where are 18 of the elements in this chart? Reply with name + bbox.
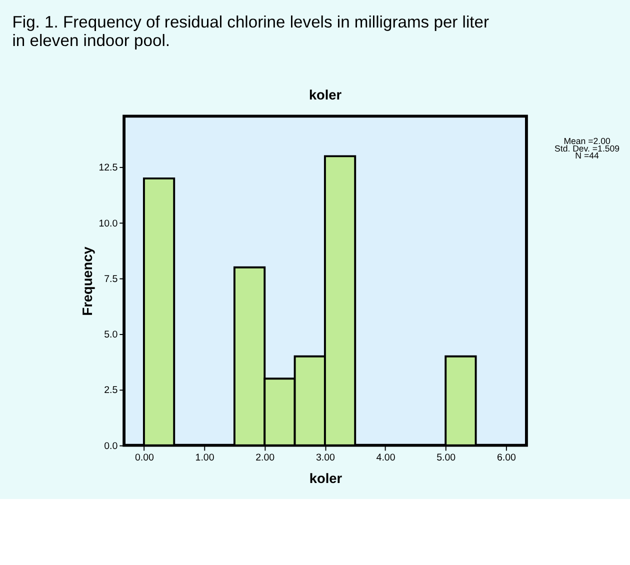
y-tick-label: 12.5 — [98, 162, 118, 174]
y-tick-label: 0.0 — [104, 440, 118, 452]
y-tick-label: 2.5 — [104, 385, 118, 396]
y-axis-title: Frequency — [80, 246, 95, 316]
text: N =44 — [575, 150, 599, 160]
x-tick-label: 4.00 — [376, 452, 396, 464]
x-tick-label: 6.00 — [496, 452, 516, 464]
x-tick-label: 5.00 — [436, 452, 456, 464]
x-tick-label: 0.00 — [134, 452, 155, 464]
y-tick-label: 5.0 — [104, 330, 118, 341]
chart-title: Fig. 1. Frequency of residual chlorine levels in milligrams per liter in eleven indoor pool. — [12, 12, 490, 50]
x-tick-label: 1.00 — [195, 452, 215, 464]
x-axis-title: koler — [309, 470, 343, 486]
x-tick-label: 2.00 — [256, 452, 276, 464]
x-tick-label: 3.00 — [316, 452, 336, 464]
y-tick-label: 7.5 — [104, 274, 118, 285]
chart-subtitle: koler — [308, 88, 342, 103]
y-tick-label: 10.0 — [98, 218, 118, 230]
